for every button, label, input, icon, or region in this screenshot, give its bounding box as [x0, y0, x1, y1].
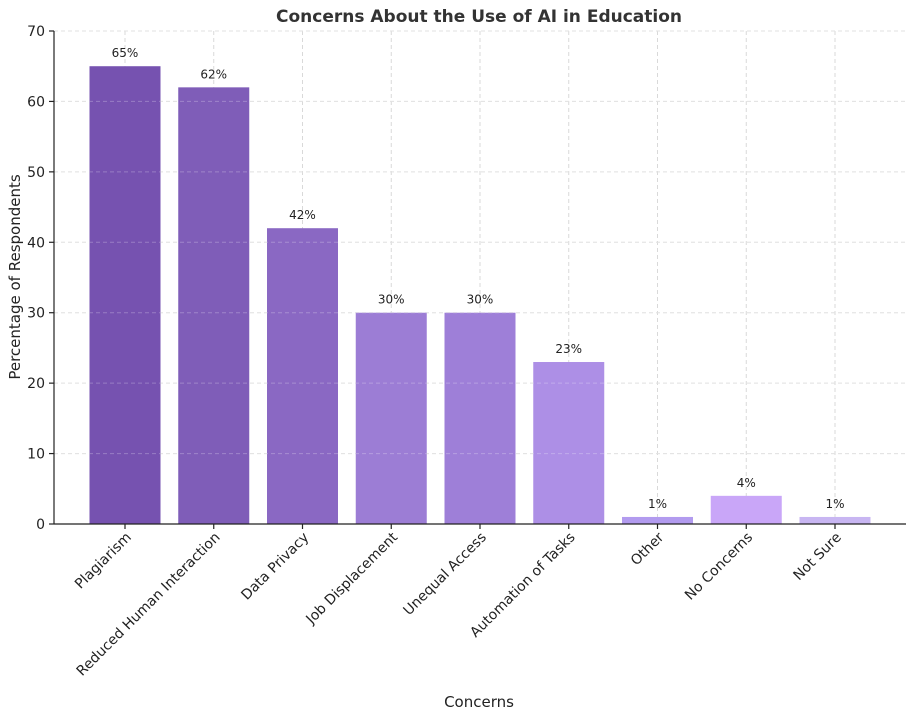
bar [89, 66, 161, 524]
data-label: 65% [112, 46, 139, 60]
bar [444, 312, 516, 524]
y-tick-label: 20 [27, 376, 45, 392]
bar [622, 516, 693, 524]
data-label: 42% [289, 208, 316, 222]
x-tick-label: Plagiarism [72, 530, 135, 593]
bar [799, 516, 871, 524]
x-tick-label: Not Sure [791, 530, 845, 584]
x-axis-title: Concerns [444, 693, 514, 711]
data-label: 30% [378, 293, 405, 307]
y-ticks-layer: 0 10 20 30 40 50 60 70 [27, 24, 54, 533]
x-tick-label: Reduced Human Interaction [74, 530, 224, 680]
bar [355, 312, 427, 524]
x-tick-label: Data Privacy [238, 530, 312, 604]
bar [178, 87, 250, 524]
y-tick-label: 30 [27, 306, 45, 322]
bar [710, 495, 782, 524]
y-tick-label: 70 [27, 24, 45, 40]
x-tick-label: No Concerns [682, 530, 756, 604]
data-label: 1% [648, 497, 667, 511]
x-tick-label: Unequal Access [400, 530, 489, 619]
data-label: 30% [467, 293, 494, 307]
y-axis-title: Percentage of Respondents [6, 174, 24, 380]
data-label: 4% [737, 476, 756, 490]
chart-title: Concerns About the Use of AI in Educatio… [276, 7, 682, 27]
y-tick-label: 60 [27, 94, 45, 110]
data-label: 1% [825, 497, 844, 511]
data-label: 62% [200, 67, 227, 81]
data-labels-layer: 65% 62% 42% 30% 30% 23% 1% 4% 1% [112, 46, 845, 511]
x-tick-label: Other [628, 529, 668, 569]
y-tick-label: 10 [27, 447, 45, 463]
bar [533, 362, 605, 524]
bars-layer [54, 30, 906, 524]
x-tick-label: Job Displacement [303, 529, 402, 628]
bar [267, 228, 338, 524]
y-tick-label: 50 [27, 165, 45, 181]
y-tick-label: 0 [36, 517, 45, 533]
y-tick-label: 40 [27, 235, 45, 251]
data-label: 23% [555, 342, 582, 356]
